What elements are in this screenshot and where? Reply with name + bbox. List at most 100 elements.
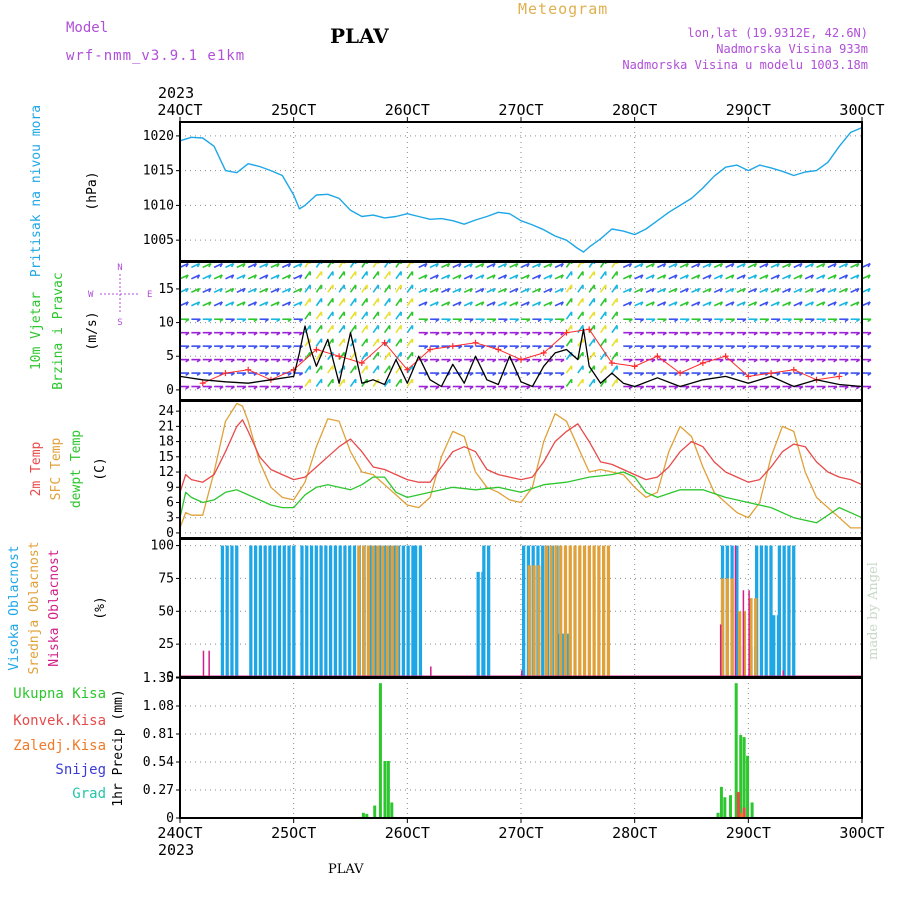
gust-marker	[404, 366, 411, 373]
wind-arrow	[725, 262, 735, 269]
high-cloud-bar	[268, 545, 272, 677]
wind-arrow	[395, 365, 402, 374]
wind-arrow-head	[492, 288, 496, 293]
wind-arrow	[383, 284, 391, 293]
wind-arrow-head	[719, 301, 724, 306]
wind-arrow-head	[548, 385, 554, 390]
wind-arrow	[713, 301, 723, 307]
precip-total-bar	[734, 683, 738, 818]
wind-arrow	[406, 324, 414, 334]
wind-arrow-head	[821, 358, 826, 363]
wind-arrow-head	[435, 263, 439, 268]
wind-arrow-head	[549, 301, 553, 306]
wind-arrow	[679, 274, 689, 280]
wind-arrow-head	[287, 332, 292, 336]
wind-arrow-head	[219, 288, 223, 293]
mid-cloud-bar	[563, 545, 568, 677]
wind-arrow-head	[242, 263, 246, 268]
wind-title2: Brzina i Pravac	[51, 272, 66, 389]
wind-arrow	[383, 324, 391, 334]
mid-cloud-bar	[578, 545, 582, 677]
wind-arrow-head	[503, 318, 508, 323]
wind-arrow-head	[424, 288, 428, 293]
wind-arrow	[361, 338, 368, 347]
wind-arrow	[179, 301, 189, 307]
wind-arrow-head	[719, 372, 724, 376]
ytick-label-temperature: 9	[166, 480, 174, 495]
wind-arrow	[247, 287, 257, 294]
wind-arrow-head	[242, 332, 247, 336]
wind-arrow	[441, 262, 450, 269]
wind-arrow-head	[821, 301, 826, 306]
wind-arrow-head	[731, 288, 735, 293]
wind-arrow-head	[480, 288, 485, 293]
wind-arrow-head	[253, 288, 258, 293]
wind-arrow-head	[628, 372, 633, 376]
wind-arrow	[588, 351, 596, 361]
wind-arrow	[577, 297, 584, 307]
gust-marker	[836, 373, 843, 380]
precip-ylabel: 1hr Precip (mm)	[111, 689, 126, 806]
gust-marker	[608, 359, 615, 366]
wind-arrow-head	[651, 318, 656, 323]
mid-cloud-bar	[737, 611, 742, 677]
wind-arrow-head	[276, 263, 280, 268]
wind-arrow-head	[469, 318, 474, 323]
wind-arrow	[406, 338, 414, 347]
wind-arrow-head	[469, 301, 474, 306]
wind-arrow	[441, 287, 450, 294]
wind-arrow-head	[196, 385, 201, 390]
high-cloud-bar	[338, 545, 342, 677]
ytick-label-pressure: 1010	[143, 198, 174, 213]
wind-arrow-head	[662, 345, 667, 350]
wind-arrow-head	[446, 385, 451, 390]
wind-arrow	[577, 270, 584, 280]
mid-cloud-bar	[573, 545, 577, 677]
wind-arrow-head	[685, 385, 690, 390]
wind-arrow	[213, 274, 223, 280]
wind-arrow-head	[639, 318, 645, 323]
wind-arrow	[338, 324, 345, 334]
wind-arrow-head	[287, 274, 292, 279]
mid-cloud-bar	[357, 545, 361, 677]
precip-total-bar	[723, 797, 727, 818]
wind-arrow-head	[719, 288, 724, 293]
precip-total-bar	[750, 802, 754, 818]
cloud-title-1: Srednja Oblacnost	[27, 541, 42, 674]
wind-arrow-head	[242, 274, 246, 279]
year-label-bottom: 2023	[158, 841, 194, 859]
wind-arrow	[213, 262, 223, 269]
wind-arrow	[270, 287, 280, 294]
wind-arrow-head	[537, 385, 542, 390]
wind-arrow-head	[526, 358, 531, 363]
wind-arrow	[736, 301, 746, 307]
gust-marker	[563, 329, 570, 336]
wind-arrow	[247, 262, 257, 269]
wind-arrow	[804, 274, 814, 280]
wind-arrow-head	[492, 385, 497, 390]
wind-arrow	[577, 311, 584, 320]
wind-arrow	[497, 262, 507, 269]
wind-arrow	[281, 274, 291, 280]
wind-arrow-head	[696, 332, 701, 336]
wind-arrow-head	[537, 332, 542, 336]
product-name: Meteogram	[518, 0, 609, 18]
wind-arrow-head	[731, 274, 735, 279]
wind-arrow	[611, 324, 618, 334]
wind-arrow	[565, 297, 573, 307]
ytick-label-pressure: 1015	[143, 164, 174, 179]
wind-arrow	[475, 301, 485, 307]
wind-arrow-head	[549, 288, 553, 293]
wind-arrow-head	[503, 301, 508, 306]
gust-marker	[540, 349, 547, 356]
wind-arrow-head	[196, 274, 201, 279]
wind-arrow-head	[787, 318, 792, 323]
wind-arrow	[191, 262, 200, 269]
wind-arrow-head	[537, 274, 542, 279]
mid-cloud-bar	[361, 545, 366, 677]
wind-arrow	[361, 365, 368, 374]
wind-arrow-head	[628, 332, 633, 336]
wind-arrow	[383, 365, 391, 374]
wind-arrow-head	[298, 332, 304, 336]
wind-arrow	[372, 365, 380, 374]
